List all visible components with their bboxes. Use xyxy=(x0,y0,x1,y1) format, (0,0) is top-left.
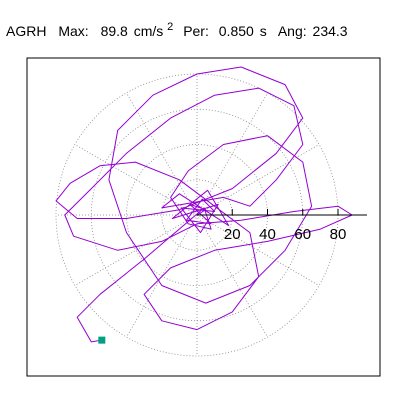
period-label: Per: xyxy=(183,23,209,39)
spoke xyxy=(196,144,320,216)
plot-frame xyxy=(26,57,381,377)
max-unit: cm/s xyxy=(134,23,164,39)
period-value: 0.850 xyxy=(219,23,254,39)
orbit-line xyxy=(55,66,353,343)
max-unit-exp: 2 xyxy=(167,21,173,33)
r-tick-label: 40 xyxy=(259,226,276,243)
spoke xyxy=(196,214,268,338)
max-label: Max: xyxy=(58,23,88,39)
station: AGRH xyxy=(6,23,46,39)
spoke xyxy=(196,214,320,286)
max-value: 89.8 xyxy=(101,23,128,39)
r-tick-label: 20 xyxy=(224,226,241,243)
end-marker xyxy=(98,336,106,344)
angle-value: 234.3 xyxy=(313,23,348,39)
spoke xyxy=(126,92,198,216)
period-unit: s xyxy=(260,23,267,39)
r-tick-label: 80 xyxy=(330,226,347,243)
angle-label: Ang: xyxy=(278,23,307,39)
r-tick-label: 60 xyxy=(294,226,311,243)
spoke xyxy=(74,144,198,216)
spoke xyxy=(126,214,198,338)
chart-title: AGRH Max: 89.8 cm/s 2 Per: 0.850 s Ang: … xyxy=(6,17,348,39)
spoke xyxy=(74,214,198,286)
spoke xyxy=(196,92,268,216)
